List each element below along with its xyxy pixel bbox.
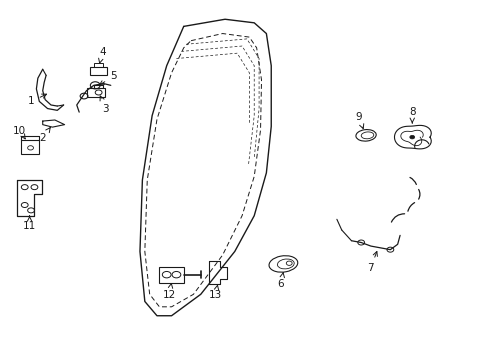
Bar xyxy=(87,88,105,97)
Text: 11: 11 xyxy=(23,216,36,231)
Text: 2: 2 xyxy=(40,127,50,143)
Text: 8: 8 xyxy=(408,107,415,123)
Bar xyxy=(159,267,183,283)
Text: 7: 7 xyxy=(367,252,377,273)
Text: 4: 4 xyxy=(99,47,105,63)
Text: 3: 3 xyxy=(100,96,109,113)
Text: 10: 10 xyxy=(13,126,26,139)
Text: 6: 6 xyxy=(277,273,284,289)
Circle shape xyxy=(409,135,414,139)
Text: 5: 5 xyxy=(99,71,116,85)
Bar xyxy=(94,63,103,67)
Bar xyxy=(21,140,39,154)
Text: 12: 12 xyxy=(162,284,175,300)
Bar xyxy=(90,67,107,75)
Text: 13: 13 xyxy=(208,284,222,300)
Text: 1: 1 xyxy=(28,94,46,107)
Text: 9: 9 xyxy=(355,112,363,129)
